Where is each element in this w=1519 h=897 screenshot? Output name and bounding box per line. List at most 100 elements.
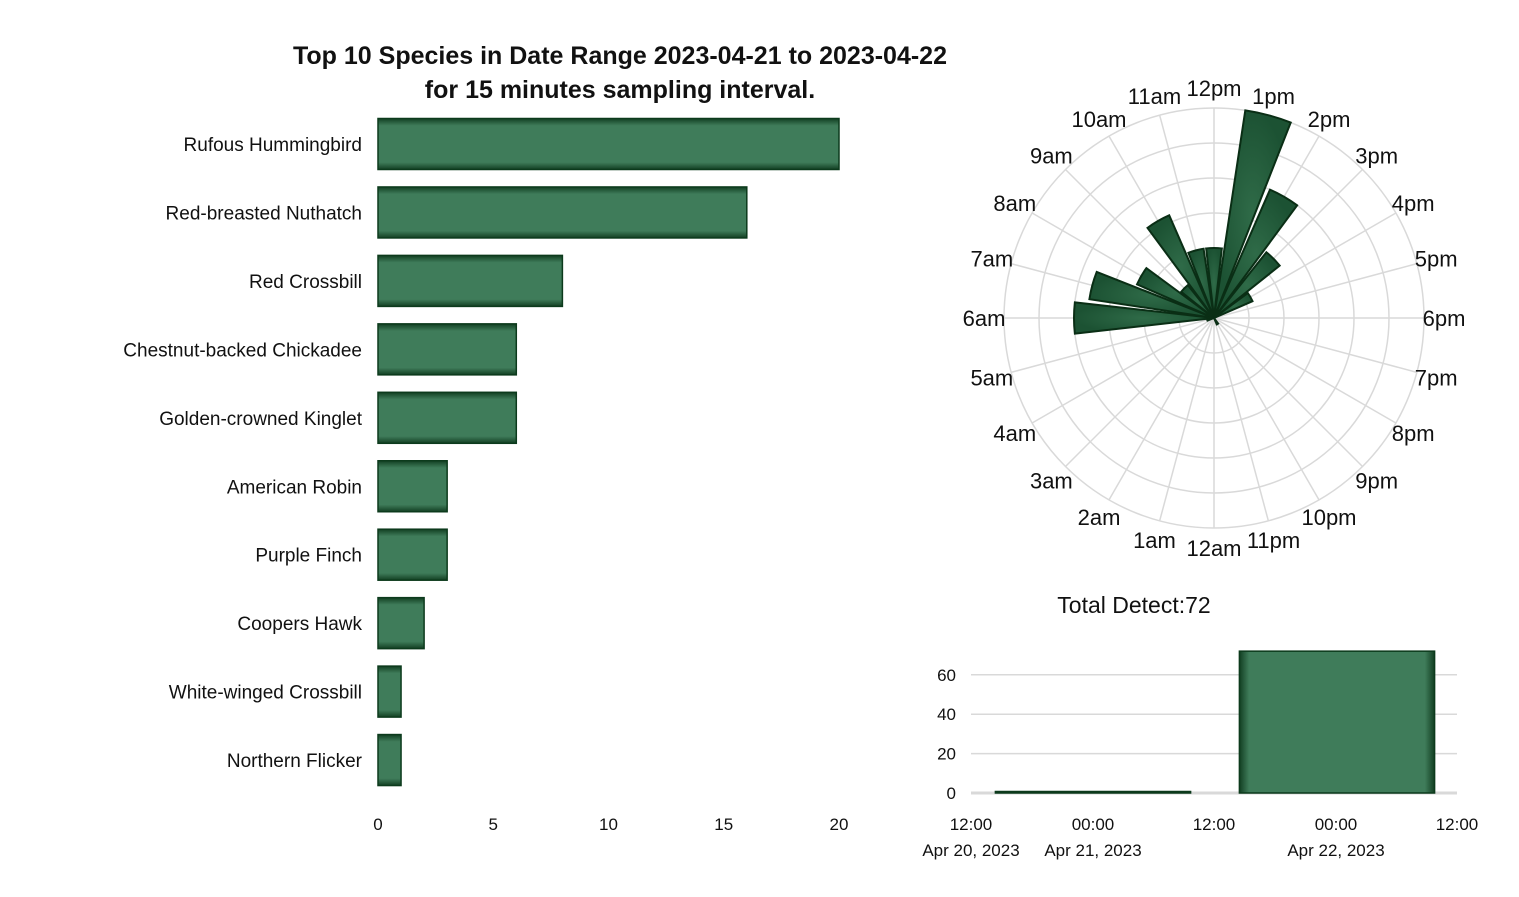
species-bar: [377, 596, 425, 650]
hour-label: 10pm: [1301, 505, 1356, 530]
x-tick-label: 5: [489, 815, 498, 834]
polar-grid-spoke: [1158, 317, 1215, 522]
species-label: Coopers Hawk: [237, 614, 362, 635]
x-tick-date: Apr 20, 2023: [922, 841, 1019, 860]
species-label: Red Crossbill: [249, 272, 362, 293]
hour-label: 5pm: [1415, 246, 1458, 271]
hour-label: 2pm: [1308, 107, 1351, 132]
polar-bar: [1088, 270, 1215, 319]
time-y-ticks: 0 20 40 60: [937, 666, 956, 803]
species-x-ticks: 0 5 10 15 20: [373, 815, 848, 834]
time-bar: [1238, 650, 1436, 794]
species-label: Purple Finch: [255, 546, 362, 567]
hour-label: 8pm: [1392, 421, 1435, 446]
hour-label: 2am: [1078, 505, 1121, 530]
chart-subtitle: for 15 minutes sampling interval.: [425, 76, 815, 104]
hour-label: 4am: [993, 421, 1036, 446]
polar-grid-spoke: [1108, 317, 1215, 501]
x-tick-date: Apr 22, 2023: [1287, 841, 1384, 860]
hour-label: 9am: [1030, 143, 1073, 168]
hour-label: 11am: [1128, 84, 1181, 109]
species-bars: [377, 117, 840, 787]
species-bar-chart: Top 10 Species in Date Range 2023-04-21 …: [123, 42, 947, 834]
polar-bar: [1179, 283, 1215, 319]
polar-bar: [1187, 247, 1215, 319]
polar-grid-spoke: [1064, 317, 1215, 468]
hour-label: 6pm: [1423, 306, 1466, 331]
x-tick-time: 12:00: [1436, 815, 1479, 834]
species-label: American Robin: [227, 477, 362, 498]
polar-grid-spoke: [1213, 317, 1397, 424]
polar-grid-spoke: [1213, 262, 1418, 319]
x-tick-time: 00:00: [1072, 815, 1115, 834]
species-labels: Rufous Hummingbird Red-breasted Nuthatch R…: [123, 135, 362, 772]
species-bar: [377, 665, 402, 718]
x-tick-label: 10: [599, 815, 618, 834]
hour-label: 12pm: [1186, 76, 1241, 101]
polar-bar: [1205, 246, 1223, 319]
polar-bar: [1146, 214, 1215, 319]
hour-label: 6am: [963, 306, 1006, 331]
x-tick-time: 00:00: [1315, 815, 1358, 834]
species-bar: [377, 323, 518, 376]
polar-grid: [1003, 107, 1425, 529]
y-tick-label: 40: [937, 705, 956, 724]
hour-label: 4pm: [1392, 191, 1435, 216]
polar-grid-spoke: [1213, 317, 1364, 468]
polar-bar: [1135, 266, 1215, 319]
x-tick-time: 12:00: [1193, 815, 1236, 834]
hour-label: 7pm: [1415, 366, 1458, 391]
polar-grid-spoke: [1031, 317, 1215, 424]
species-bar: [377, 254, 564, 308]
species-bar: [377, 391, 518, 445]
polar-bars: [1073, 109, 1299, 335]
polar-grid-spoke: [1213, 317, 1418, 374]
species-label: Red-breasted Nuthatch: [166, 203, 362, 224]
polar-bar: [1213, 109, 1293, 319]
hour-label: 11pm: [1247, 528, 1300, 553]
species-bar: [377, 186, 748, 239]
hour-label: 5am: [970, 366, 1013, 391]
hour-label: 3pm: [1355, 143, 1398, 168]
hour-label: 1am: [1133, 528, 1176, 553]
hour-label: 7am: [970, 246, 1013, 271]
species-bar: [377, 460, 448, 513]
polar-bar: [1073, 301, 1215, 335]
polar-bar: [1213, 291, 1254, 319]
y-tick-label: 0: [947, 784, 956, 803]
species-bar: [377, 528, 448, 581]
x-tick-date: Apr 21, 2023: [1044, 841, 1141, 860]
hour-label: 10am: [1071, 107, 1126, 132]
hour-label: 12am: [1186, 536, 1241, 561]
species-label: Golden-crowned Kinglet: [159, 409, 363, 430]
polar-bar: [1213, 188, 1299, 319]
polar-grid-spoke: [1213, 317, 1270, 522]
time-bars: [994, 650, 1436, 794]
chart-title: Top 10 Species in Date Range 2023-04-21 …: [293, 42, 947, 70]
species-bar: [377, 733, 402, 787]
species-bar: [377, 117, 840, 171]
species-label: Northern Flicker: [227, 751, 363, 772]
x-tick-label: 15: [714, 815, 733, 834]
species-label: Chestnut-backed Chickadee: [123, 340, 362, 361]
time-x-ticks: 12:00 Apr 20, 2023 00:00 Apr 21, 2023 12:00 0…: [922, 815, 1478, 860]
y-tick-label: 20: [937, 745, 956, 764]
hour-label: 9pm: [1355, 469, 1398, 494]
polar-grid-spoke: [1213, 317, 1320, 501]
total-detect-chart: Total Detect:72 0 20 40 60 12:00 Apr 20, 202…: [922, 592, 1478, 860]
polar-grid-spoke: [1010, 317, 1215, 374]
total-detect-title: Total Detect:72: [1057, 592, 1210, 618]
species-label: Rufous Hummingbird: [184, 135, 362, 156]
time-bar: [994, 790, 1192, 794]
x-tick-time: 12:00: [950, 815, 993, 834]
hour-label: 8am: [993, 191, 1036, 216]
species-label: White-winged Crossbill: [169, 683, 362, 704]
polar-bar: [1213, 317, 1220, 326]
polar-bar: [1213, 250, 1282, 319]
hour-label: 3am: [1030, 469, 1073, 494]
hour-label: 1pm: [1252, 84, 1295, 109]
x-tick-label: 20: [830, 815, 849, 834]
